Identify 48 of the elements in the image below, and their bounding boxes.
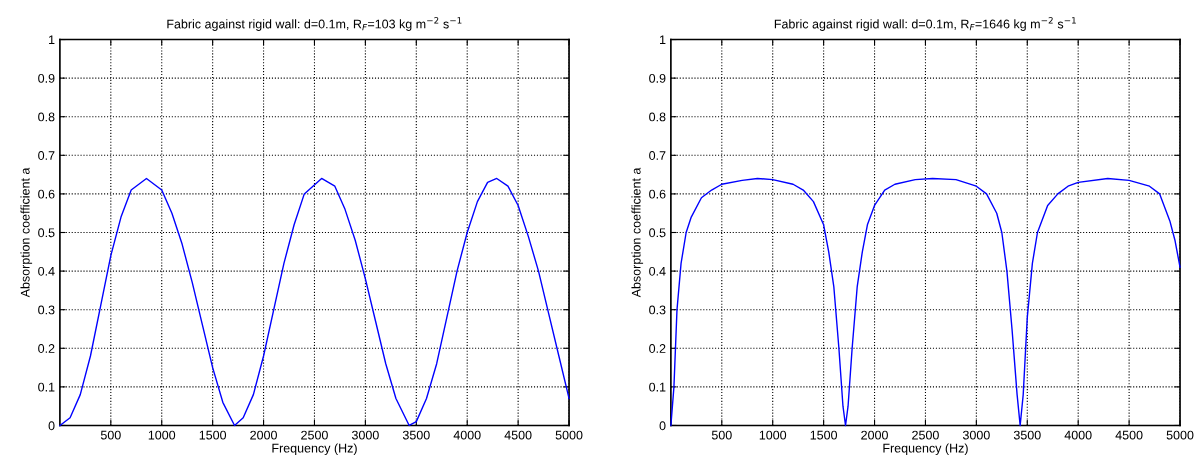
- y-tick-label: 0.7: [38, 151, 55, 160]
- y-tick-label: 0.8: [38, 112, 55, 122]
- x-tick-label: 2500: [301, 430, 328, 440]
- y-tick-label: 0.5: [649, 228, 666, 238]
- x-tick-label: 2000: [250, 430, 277, 440]
- x-tick-label: 3000: [351, 430, 379, 440]
- chart-title: Fabric against rigid wall: d=0.1m, R$_{F}$=103 kg m$^{−2}$ s$^{−1}$: [167, 17, 462, 31]
- y-tick-label: 0.4: [38, 266, 55, 276]
- x-tick-label: 1500: [810, 430, 838, 440]
- chart-title: Fabric against rigid wall: d=0.1m, R$_{F}$=1646 kg m$^{−2}$ s$^{−1}$: [774, 17, 1076, 31]
- x-tick-label: 500: [711, 430, 732, 440]
- x-tick-label: 3500: [402, 430, 430, 440]
- y-tick-label: 0.1: [649, 382, 666, 392]
- y-tick-label: 0.6: [649, 189, 666, 199]
- y-tick-label: 0: [659, 421, 666, 431]
- y-tick-label: 1: [660, 35, 666, 45]
- x-tick-label: 4500: [504, 430, 532, 440]
- y-tick-label: 0.8: [649, 112, 666, 122]
- y-tick-label: 0: [48, 421, 55, 431]
- x-tick-label: 1000: [759, 430, 787, 440]
- x-tick-label: 4000: [453, 430, 481, 440]
- y-axis-title: Absorption coefficient a: [20, 167, 33, 298]
- x-tick-label: 3000: [962, 430, 990, 440]
- x-axis-title: Frequency (Hz): [272, 443, 357, 456]
- y-tick-label: 0.6: [38, 189, 55, 199]
- x-tick-label: 500: [100, 430, 121, 440]
- x-tick-label: 2500: [912, 430, 939, 440]
- x-tick-label: 5000: [555, 430, 583, 440]
- y-tick-label: 0.3: [38, 305, 55, 315]
- y-tick-label: 0.7: [649, 151, 666, 160]
- x-tick-label: 4000: [1064, 430, 1092, 440]
- y-tick-label: 0.5: [38, 228, 55, 238]
- y-tick-label: 0.4: [649, 266, 666, 276]
- y-tick-label: 0.9: [649, 73, 666, 83]
- y-tick-label: 1: [49, 35, 55, 45]
- y-axis-title: Absorption coefficient a: [631, 167, 644, 298]
- x-tick-label: 4500: [1115, 430, 1143, 440]
- y-tick-label: 0.3: [649, 305, 666, 315]
- x-tick-label: 1000: [148, 430, 176, 440]
- y-tick-label: 0.2: [38, 344, 55, 353]
- x-axis-title: Frequency (Hz): [883, 443, 968, 456]
- y-tick-label: 0.1: [38, 382, 55, 392]
- x-tick-label: 3500: [1013, 430, 1041, 440]
- y-tick-label: 0.2: [649, 344, 666, 353]
- x-tick-label: 5000: [1166, 430, 1194, 440]
- x-tick-label: 1500: [199, 430, 227, 440]
- x-tick-label: 2000: [861, 430, 888, 440]
- y-tick-label: 0.9: [38, 73, 55, 83]
